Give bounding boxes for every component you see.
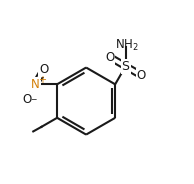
- Text: O: O: [105, 51, 114, 64]
- Text: N: N: [31, 78, 40, 91]
- Text: O: O: [39, 63, 48, 76]
- Text: S: S: [122, 60, 130, 73]
- Text: O: O: [22, 93, 31, 106]
- Text: $^{-}$: $^{-}$: [30, 97, 38, 107]
- Text: NH$_2$: NH$_2$: [115, 38, 138, 53]
- Text: O: O: [137, 69, 146, 82]
- Text: +: +: [38, 75, 46, 85]
